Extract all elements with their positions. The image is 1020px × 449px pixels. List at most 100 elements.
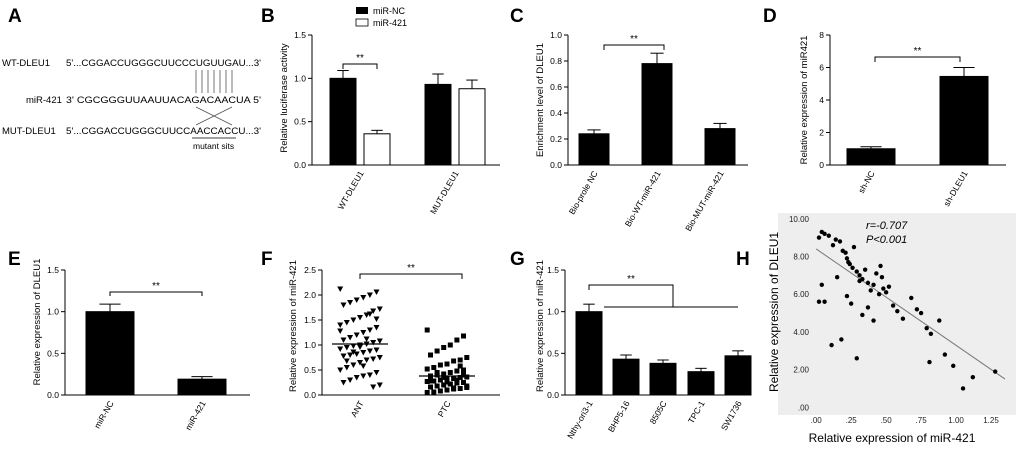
f-point-ant	[353, 297, 360, 303]
b-bar-mir-nc	[329, 77, 357, 166]
f-point-ptc	[437, 388, 443, 394]
c-plot: 0.0 0.2 0.4 0.6 0.8 1.0 Bio-prole NC Bio-WT-miR…	[550, 30, 748, 233]
h-point	[900, 316, 906, 321]
f-point-ant	[366, 348, 373, 354]
c-y-tick-label: 0.8	[550, 56, 562, 66]
f-point-ant	[347, 335, 354, 341]
f-point-ptc	[454, 377, 460, 383]
c-bar	[704, 128, 736, 166]
f-point-ptc	[428, 384, 433, 390]
h-point	[881, 286, 886, 291]
f-plot: 0.0 0.5 1.0 1.5 2.0 2.5 ANT PTC **	[304, 263, 500, 419]
h-point	[868, 288, 873, 293]
f-point-ptc	[457, 386, 463, 391]
g-x-tick-label: TPC-1	[686, 399, 707, 426]
legend-swatch-mir-nc	[356, 7, 368, 14]
h-point	[829, 342, 834, 348]
h-xlabel: Relative expression of miR-421	[809, 431, 976, 445]
h-point	[819, 282, 824, 287]
e-plot: 0.0 0.5 1.0 1.5 miR-NC miR-421 **	[47, 265, 250, 432]
g-y-tick-label: 1.5	[547, 265, 559, 275]
h-fit-line	[815, 248, 1006, 380]
h-point	[862, 267, 868, 272]
f-point-ant	[357, 315, 363, 321]
e-bar	[177, 378, 227, 396]
f-point-ant	[373, 347, 380, 353]
d-significance-bracket	[874, 56, 961, 62]
e-significance-bracket	[109, 291, 203, 296]
d-ylabel: Relative expression of miR421	[799, 36, 810, 165]
f-point-ptc	[457, 375, 463, 380]
mutant-sites-label: mutant sits	[193, 141, 234, 151]
h-point	[839, 337, 844, 342]
f-point-ant	[350, 317, 357, 323]
f-point-ant	[370, 384, 377, 390]
f-point-ant	[340, 353, 347, 359]
g-y-tick-label: 0.0	[547, 390, 559, 400]
c-bar	[641, 63, 673, 166]
panel-e-label: E	[8, 249, 21, 270]
f-point-ptc	[454, 368, 460, 374]
c-significance-bracket	[603, 44, 665, 50]
f-point-ant	[350, 343, 357, 349]
f-y-tick-label: 2.5	[304, 265, 316, 275]
legend-swatch-mir-421	[355, 18, 369, 27]
h-point	[918, 310, 924, 316]
wt-dleu1-name: WT-DLEU1	[2, 58, 50, 69]
h-y-tick-label: 6.00	[793, 290, 809, 299]
c-significance-label: **	[630, 34, 638, 45]
d-bar	[846, 148, 896, 166]
h-point	[860, 312, 865, 318]
f-point-ptc	[431, 389, 437, 395]
h-point	[895, 308, 900, 314]
f-point-ant	[366, 292, 373, 298]
panel-h-label: H	[736, 249, 750, 270]
f-point-ptc	[441, 375, 447, 380]
f-point-ant	[376, 306, 383, 312]
h-y-tick-label: .00	[798, 403, 810, 412]
f-ylabel: Relative expression of miR-421	[288, 260, 299, 392]
f-point-ptc	[451, 358, 457, 364]
c-y-tick-label: 0.4	[550, 108, 562, 118]
f-point-ant	[343, 320, 350, 326]
e-y-tick-label: 1.5	[47, 265, 59, 275]
f-point-ptc	[451, 385, 457, 391]
f-point-ptc	[454, 337, 460, 343]
h-point	[816, 299, 822, 304]
d-y-tick-label: 4	[819, 95, 824, 105]
panel-g-label: G	[510, 249, 525, 270]
h-point	[942, 352, 948, 357]
d-significance-label: **	[914, 46, 922, 57]
f-point-ant	[376, 338, 383, 344]
c-bar	[578, 133, 610, 166]
h-point	[865, 305, 871, 310]
f-point-ant	[337, 367, 344, 373]
h-p-value: P<0.001	[866, 234, 907, 246]
f-point-ptc	[424, 379, 430, 384]
f-point-ptc	[441, 371, 447, 377]
f-point-ptc	[434, 348, 440, 354]
h-point	[970, 374, 976, 380]
f-point-ant	[337, 286, 344, 292]
f-point-ant	[347, 352, 354, 358]
panel-a-label: A	[8, 6, 22, 27]
e-y-tick-label: 0.5	[47, 348, 59, 358]
h-point	[822, 299, 827, 304]
b-y-tick-label: 1.5	[294, 30, 306, 40]
f-point-ptc	[447, 370, 453, 375]
d-y-tick-label: 8	[819, 30, 824, 40]
f-point-ant	[343, 358, 350, 364]
f-point-ant	[373, 316, 380, 322]
h-x-tick-label: .75	[916, 416, 928, 425]
f-point-ptc	[451, 376, 457, 381]
c-y-tick-label: 0.0	[550, 160, 562, 170]
h-point	[914, 307, 920, 312]
h-point	[886, 284, 892, 289]
h-point	[844, 256, 850, 261]
h-point	[833, 237, 838, 242]
f-point-ant	[350, 349, 357, 355]
f-point-ant	[353, 375, 360, 381]
g-x-tick-label: Nthy-ori3-1	[565, 399, 595, 441]
d-x-tick-label: sh-NC	[856, 169, 877, 195]
f-point-ant	[366, 372, 373, 378]
